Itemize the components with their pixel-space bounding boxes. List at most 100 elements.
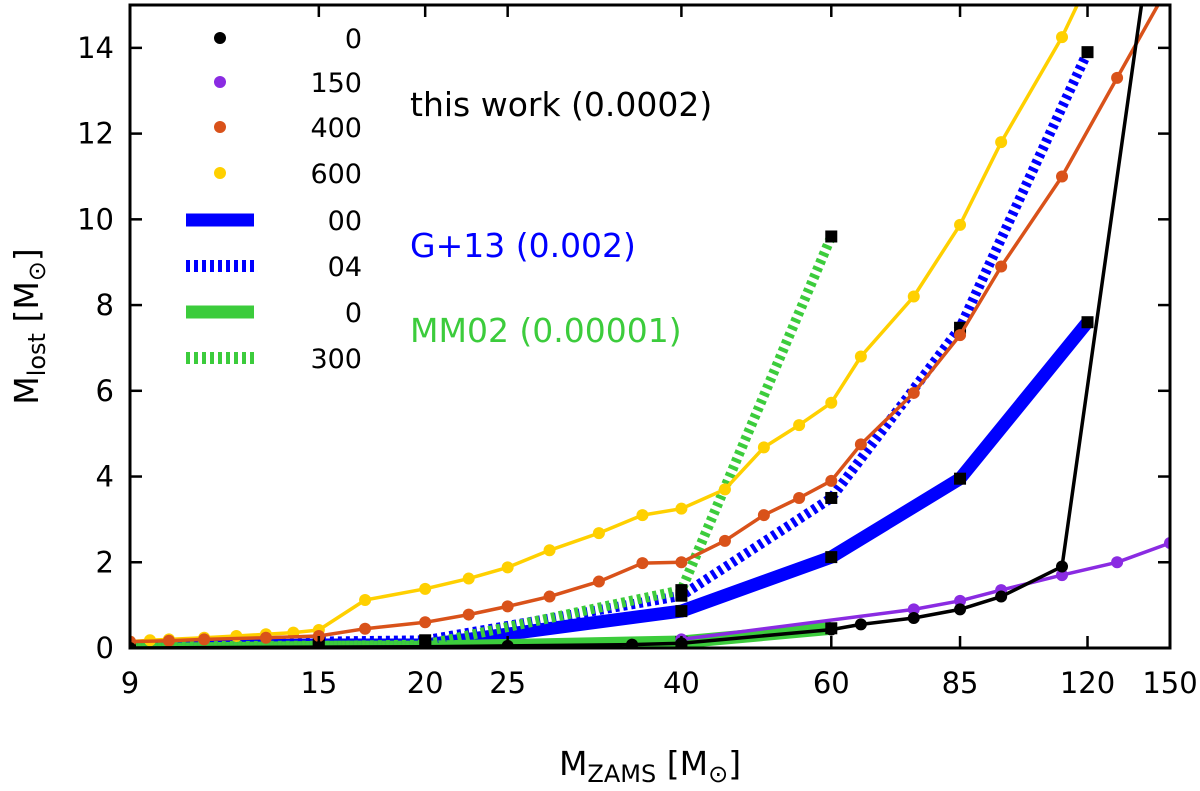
data-point [1056,560,1069,573]
y-tick-label: 6 [96,374,114,408]
data-point [675,556,688,569]
x-axis-label: MZAMS [M⊙] [559,744,741,788]
data-point [359,622,372,635]
legend-label: 00 [328,206,362,237]
data-point [162,634,175,647]
legend-label: 04 [328,252,362,283]
legend-label: 400 [310,113,362,144]
data-point [907,611,920,624]
data-point [793,491,806,504]
data-point [995,136,1008,149]
data-point [995,590,1008,603]
legend-swatch [214,121,226,133]
data-point [626,638,639,648]
axes: 9 15 20 25 40 60 85 120 150 0 2 4 6 8 10 12 14 MZAMS [M⊙]… [7,3,1198,788]
data-point-marker [675,584,688,597]
data-point [462,572,475,585]
annotation: this work (0.0002) [410,85,712,124]
data-point [592,527,605,540]
data-point [501,600,514,613]
legend-label: 600 [310,159,362,190]
x-tick-label: 85 [942,666,979,700]
data-point [954,218,967,231]
data-point [198,633,211,646]
y-tick-label: 10 [77,202,114,236]
legend-swatch [214,76,226,88]
data-point [636,509,649,522]
series-line-this-work-400 [130,5,1161,644]
data-point [1111,71,1124,84]
y-tick-label: 2 [96,545,114,579]
y-tick-label: 12 [77,117,114,151]
data-point [907,290,920,303]
x-tick-label: 40 [663,666,700,700]
data-point [757,509,770,522]
x-tick-label: 15 [300,666,337,700]
legend-swatch [214,32,226,44]
data-point [543,544,556,557]
annotation: MM02 (0.00001) [410,311,682,350]
annotation: G+13 (0.002) [410,226,636,265]
data-point [312,629,325,642]
data-point [543,590,556,603]
data-point [1111,556,1124,569]
data-point-marker [825,551,838,564]
data-point [854,350,867,363]
legend: 0 150 400 600 00 04 0 300 [186,24,362,375]
series-layer [130,5,1170,648]
legend-label: 0 [345,24,362,55]
x-tick-label: 25 [489,666,526,700]
data-point [718,483,731,496]
series-line-mm02-300 [130,234,836,648]
data-point [675,502,688,515]
x-tick-label: 60 [813,666,850,700]
data-point [718,534,731,547]
data-point [907,603,920,616]
data-point [359,593,372,606]
data-point [995,260,1008,273]
data-point [854,438,867,451]
data-point [954,594,967,607]
data-point [592,575,605,588]
data-point-marker [675,605,688,618]
data-point [757,441,770,454]
data-point-marker [954,472,967,485]
data-point-marker [825,230,838,243]
data-point [419,616,432,629]
data-point-marker [1081,316,1094,329]
legend-label: 150 [310,68,362,99]
data-point-marker [1081,46,1094,59]
data-point [1056,31,1069,44]
data-point [1056,170,1069,183]
legend-label: 300 [310,344,362,375]
y-tick-label: 0 [96,631,114,665]
data-point [501,561,514,574]
data-point [462,608,475,621]
data-point [419,582,432,595]
data-point [793,419,806,432]
data-point [1056,569,1069,582]
x-tick-label: 9 [121,666,139,700]
x-tick-label: 120 [1060,666,1115,700]
x-tick-label: 20 [407,666,444,700]
plot-frame [128,3,1172,650]
data-point [259,631,272,644]
data-point [825,623,838,636]
data-point [907,386,920,399]
x-tick-label: 150 [1142,666,1197,700]
y-tick-label: 14 [77,31,114,65]
data-point [825,474,838,487]
y-tick-label: 8 [96,288,114,322]
y-tick-label: 4 [96,460,114,494]
legend-swatch [214,167,226,179]
data-point [954,603,967,616]
data-point [825,396,838,409]
y-axis-label: Mlost [M⊙] [7,248,51,405]
legend-label: 0 [345,298,362,329]
data-point [954,329,967,342]
series-line-g-13-00 [130,318,1093,648]
data-point-marker [825,491,838,504]
data-point [854,618,867,631]
data-point [636,557,649,570]
